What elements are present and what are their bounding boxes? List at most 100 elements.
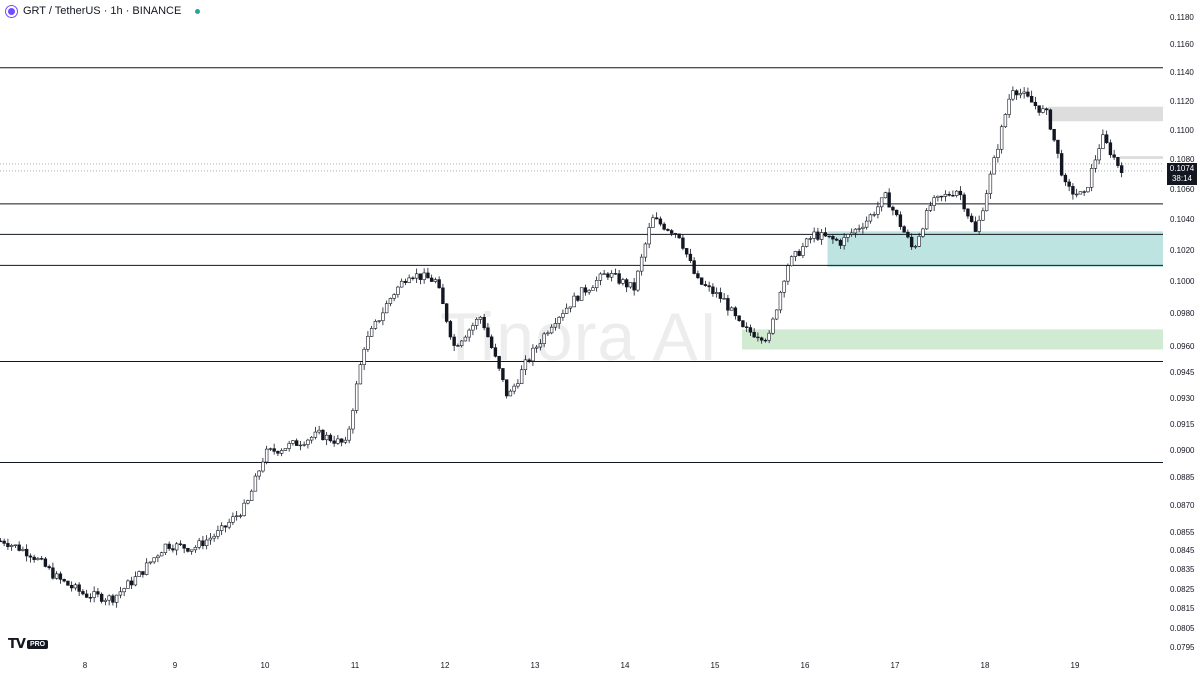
- candle-down: [452, 336, 456, 346]
- y-tick-label: 0.0805: [1170, 624, 1195, 633]
- candle-down: [834, 238, 839, 241]
- candle-up: [313, 431, 318, 438]
- candle-down: [28, 555, 33, 558]
- candle-down: [669, 230, 674, 234]
- candle-up: [561, 313, 565, 318]
- candle-up: [298, 444, 303, 447]
- candle-up: [219, 525, 224, 531]
- pro-badge: PRO: [26, 640, 49, 649]
- x-tick-label: 13: [531, 661, 540, 670]
- candle-up: [722, 298, 726, 300]
- tradingview-logo[interactable]: TV PRO: [8, 637, 49, 652]
- candle-up: [433, 279, 438, 282]
- candle-up: [21, 548, 25, 551]
- y-tick-label: 0.0825: [1170, 585, 1195, 594]
- candle-down: [966, 208, 970, 217]
- candle-up: [1011, 90, 1015, 100]
- candle-down: [332, 440, 336, 444]
- x-axis[interactable]: 8 9 10 11 12 13 14 15 16 17 18 19: [83, 661, 1080, 670]
- candle-up: [928, 205, 933, 211]
- candle-down: [321, 429, 325, 441]
- candle-down: [696, 273, 700, 279]
- x-tick-label: 8: [83, 661, 88, 670]
- candle-up: [159, 552, 164, 557]
- x-tick-label: 12: [441, 661, 450, 670]
- candle-up: [283, 448, 288, 451]
- candle-up: [636, 270, 640, 291]
- candle-down: [699, 277, 704, 285]
- candle-down: [141, 571, 145, 575]
- candles-layer: [0, 86, 1124, 608]
- candle-up: [407, 277, 411, 283]
- levels-layer: [0, 67, 1163, 464]
- candle-down: [1048, 109, 1053, 130]
- candle-down: [688, 253, 693, 261]
- candle-down: [62, 579, 66, 582]
- candle-down: [1052, 128, 1056, 141]
- y-axis[interactable]: 0.11800.11600.11400.11200.11000.10800.10…: [1170, 13, 1195, 652]
- candle-up: [921, 228, 925, 237]
- candle-up: [789, 256, 794, 267]
- candle-up: [857, 228, 861, 230]
- candle-down: [58, 573, 63, 580]
- candle-up: [647, 227, 651, 245]
- candle-down: [339, 438, 344, 443]
- candle-down: [418, 273, 423, 280]
- candle-down: [1014, 90, 1019, 96]
- candle-down: [906, 231, 910, 238]
- y-tick-label: 0.0960: [1170, 342, 1195, 351]
- candle-down: [186, 547, 190, 552]
- candle-up: [216, 530, 220, 537]
- candle-down: [831, 236, 835, 240]
- candle-up: [9, 545, 14, 547]
- candle-up: [767, 332, 771, 341]
- candle-down: [66, 580, 70, 586]
- candle-up: [572, 295, 576, 308]
- candle-down: [726, 298, 730, 311]
- y-tick-label: 0.1080: [1170, 155, 1195, 164]
- candle-up: [231, 516, 235, 523]
- candle-down: [51, 567, 55, 579]
- candle-up: [242, 502, 246, 517]
- candle-up: [864, 220, 869, 228]
- candle-down: [759, 337, 764, 341]
- candle-down: [437, 279, 441, 289]
- candle-down: [632, 282, 636, 291]
- candle-up: [621, 279, 625, 284]
- candle-up: [208, 537, 213, 541]
- candle-up: [553, 323, 558, 328]
- candle-up: [643, 243, 648, 258]
- candle-down: [448, 321, 453, 338]
- symbol-header[interactable]: GRT / TetherUS · 1h · BINANCE: [6, 3, 201, 19]
- candle-up: [204, 539, 209, 547]
- candle-up: [628, 282, 633, 288]
- y-tick-label: 0.0845: [1170, 546, 1195, 555]
- candle-up: [1074, 193, 1079, 196]
- candle-down: [662, 223, 666, 230]
- candle-up: [343, 439, 348, 443]
- candle-down: [681, 237, 685, 249]
- candle-up: [546, 332, 550, 335]
- candle-up: [549, 326, 554, 334]
- candle-up: [782, 280, 786, 293]
- candle-up: [114, 594, 119, 603]
- candle-up: [189, 549, 194, 552]
- y-tick-label: 0.1160: [1170, 40, 1194, 49]
- candle-up: [568, 306, 573, 309]
- candle-up: [804, 238, 809, 247]
- candle-down: [294, 440, 299, 446]
- candle-down: [99, 593, 104, 602]
- candle-down: [84, 593, 89, 598]
- candle-up: [786, 265, 790, 282]
- symbol-title[interactable]: GRT / TetherUS · 1h · BINANCE: [23, 5, 182, 17]
- candle-down: [909, 236, 914, 248]
- y-tick-label: 0.1020: [1170, 246, 1195, 255]
- candle-up: [508, 390, 513, 397]
- candle-down: [973, 221, 978, 232]
- candle-up: [351, 410, 355, 430]
- candle-up: [988, 173, 993, 194]
- candle-down: [654, 217, 659, 220]
- candle-up: [1086, 186, 1090, 193]
